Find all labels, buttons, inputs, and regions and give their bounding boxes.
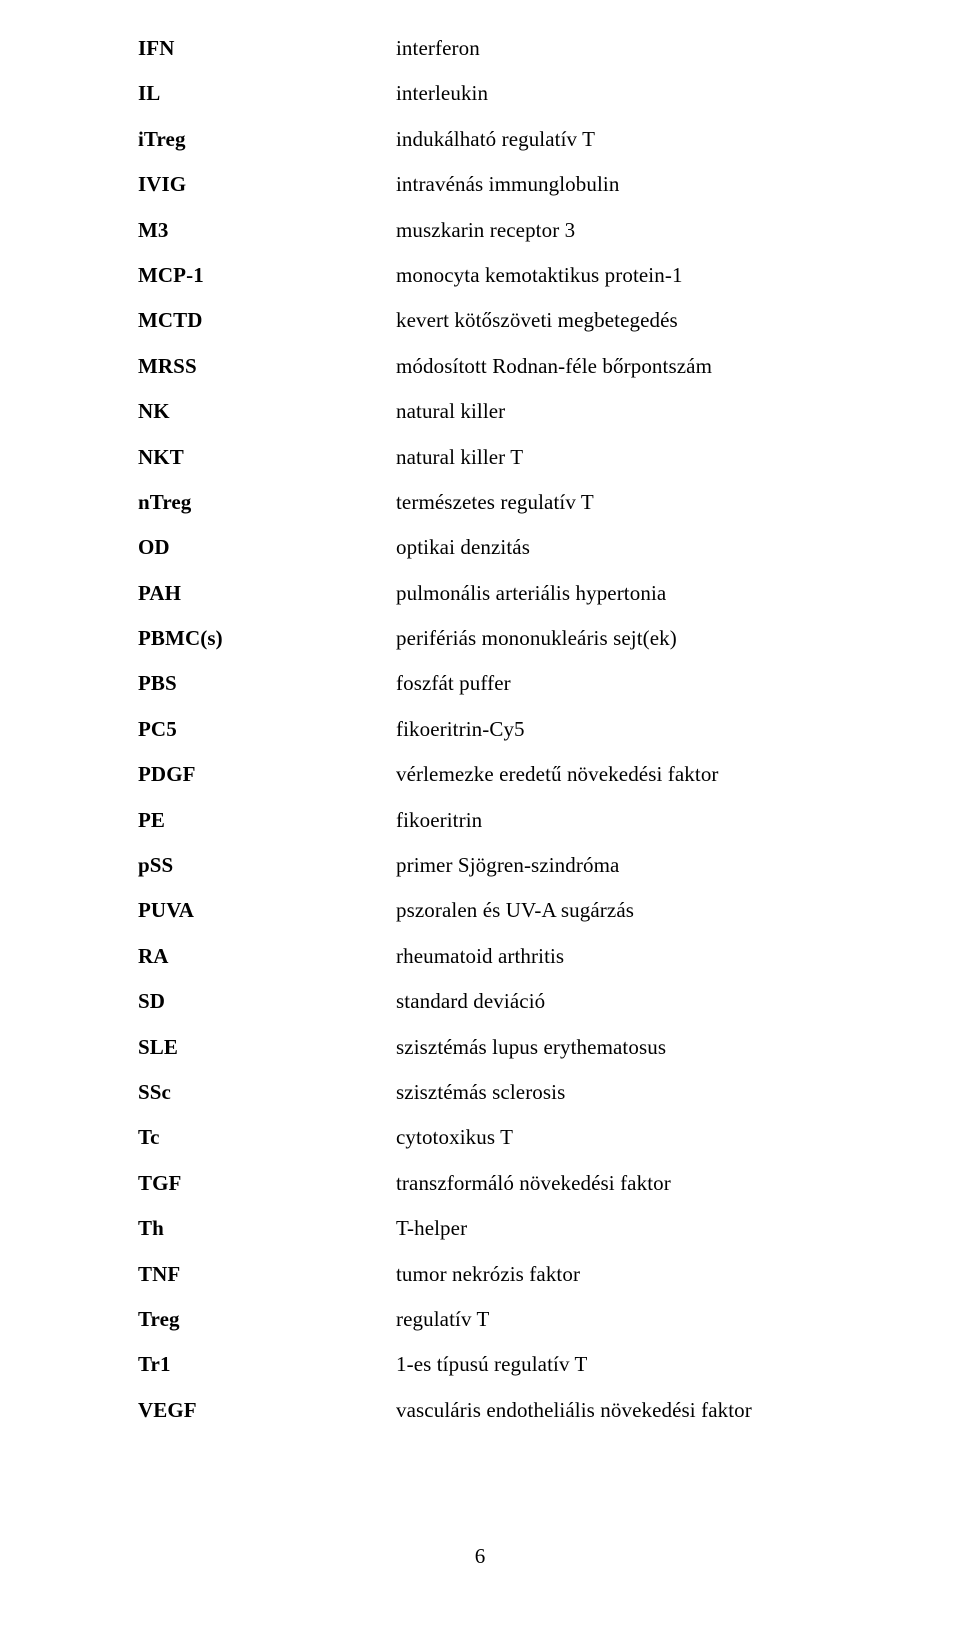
definition: kevert kötőszöveti megbetegedés: [396, 310, 678, 331]
definition: transzformáló növekedési faktor: [396, 1173, 671, 1194]
abbreviation: IVIG: [138, 174, 396, 195]
table-row: PUVApszoralen és UV-A sugárzás: [138, 900, 850, 921]
definition: természetes regulatív T: [396, 492, 594, 513]
definition: natural killer: [396, 401, 505, 422]
abbreviation: SLE: [138, 1037, 396, 1058]
definition: optikai denzitás: [396, 537, 530, 558]
abbreviation: TNF: [138, 1264, 396, 1285]
abbreviation: iTreg: [138, 129, 396, 150]
definition: perifériás mononukleáris sejt(ek): [396, 628, 677, 649]
definition: cytotoxikus T: [396, 1127, 513, 1148]
abbreviation: PE: [138, 810, 396, 831]
definition: vérlemezke eredetű növekedési faktor: [396, 764, 719, 785]
table-row: PEfikoeritrin: [138, 810, 850, 831]
definition: standard deviáció: [396, 991, 545, 1012]
abbreviation: Tr1: [138, 1354, 396, 1375]
definition: 1-es típusú regulatív T: [396, 1354, 587, 1375]
table-row: ODoptikai denzitás: [138, 537, 850, 558]
abbreviation: NK: [138, 401, 396, 422]
table-row: RArheumatoid arthritis: [138, 946, 850, 967]
abbreviation: TGF: [138, 1173, 396, 1194]
abbreviation: NKT: [138, 447, 396, 468]
definition: szisztémás lupus erythematosus: [396, 1037, 666, 1058]
definition: szisztémás sclerosis: [396, 1082, 565, 1103]
abbreviation: Treg: [138, 1309, 396, 1330]
page-number: 6: [0, 1544, 960, 1569]
abbreviation: PBMC(s): [138, 628, 396, 649]
abbreviation: nTreg: [138, 492, 396, 513]
definition: pszoralen és UV-A sugárzás: [396, 900, 634, 921]
abbreviation: SSc: [138, 1082, 396, 1103]
definition: muszkarin receptor 3: [396, 220, 575, 241]
definition: interleukin: [396, 83, 488, 104]
table-row: MRSSmódosított Rodnan-féle bőrpontszám: [138, 356, 850, 377]
table-row: VEGFvasculáris endotheliális növekedési …: [138, 1400, 850, 1421]
abbreviation: PC5: [138, 719, 396, 740]
definition: interferon: [396, 38, 480, 59]
table-row: PAHpulmonális arteriális hypertonia: [138, 583, 850, 604]
table-row: Tccytotoxikus T: [138, 1127, 850, 1148]
abbreviation: IFN: [138, 38, 396, 59]
table-row: PBMC(s)perifériás mononukleáris sejt(ek): [138, 628, 850, 649]
table-row: Tregregulatív T: [138, 1309, 850, 1330]
table-row: MCTDkevert kötőszöveti megbetegedés: [138, 310, 850, 331]
definition: tumor nekrózis faktor: [396, 1264, 580, 1285]
table-row: SScszisztémás sclerosis: [138, 1082, 850, 1103]
table-row: nTregtermészetes regulatív T: [138, 492, 850, 513]
table-row: NKnatural killer: [138, 401, 850, 422]
table-row: M3muszkarin receptor 3: [138, 220, 850, 241]
abbreviation: Tc: [138, 1127, 396, 1148]
definition: indukálható regulatív T: [396, 129, 595, 150]
table-row: TNFtumor nekrózis faktor: [138, 1264, 850, 1285]
definition: foszfát puffer: [396, 673, 511, 694]
definition: rheumatoid arthritis: [396, 946, 564, 967]
abbreviation: SD: [138, 991, 396, 1012]
table-row: ThT-helper: [138, 1218, 850, 1239]
abbreviation: pSS: [138, 855, 396, 876]
table-row: SLEszisztémás lupus erythematosus: [138, 1037, 850, 1058]
abbreviation: PBS: [138, 673, 396, 694]
definition: vasculáris endotheliális növekedési fakt…: [396, 1400, 752, 1421]
abbreviation: VEGF: [138, 1400, 396, 1421]
definition: fikoeritrin-Cy5: [396, 719, 525, 740]
table-row: NKTnatural killer T: [138, 447, 850, 468]
abbreviation: Th: [138, 1218, 396, 1239]
abbreviation: MRSS: [138, 356, 396, 377]
definition: intravénás immunglobulin: [396, 174, 619, 195]
definition: monocyta kemotaktikus protein-1: [396, 265, 683, 286]
abbreviation: OD: [138, 537, 396, 558]
table-row: pSSprimer Sjögren-szindróma: [138, 855, 850, 876]
table-row: ILinterleukin: [138, 83, 850, 104]
table-row: PDGFvérlemezke eredetű növekedési faktor: [138, 764, 850, 785]
abbreviation: MCP-1: [138, 265, 396, 286]
definition: fikoeritrin: [396, 810, 482, 831]
abbreviation-list: IFNinterferon ILinterleukin iTregindukálha…: [0, 0, 960, 1421]
table-row: SDstandard deviáció: [138, 991, 850, 1012]
definition: regulatív T: [396, 1309, 489, 1330]
abbreviation: M3: [138, 220, 396, 241]
definition: T-helper: [396, 1218, 467, 1239]
table-row: iTregindukálható regulatív T: [138, 129, 850, 150]
abbreviation: MCTD: [138, 310, 396, 331]
definition: natural killer T: [396, 447, 523, 468]
table-row: IVIGintravénás immunglobulin: [138, 174, 850, 195]
abbreviation: PDGF: [138, 764, 396, 785]
definition: módosított Rodnan-féle bőrpontszám: [396, 356, 712, 377]
table-row: PBSfoszfát puffer: [138, 673, 850, 694]
table-row: IFNinterferon: [138, 38, 850, 59]
abbreviation: IL: [138, 83, 396, 104]
table-row: PC5fikoeritrin-Cy5: [138, 719, 850, 740]
definition: primer Sjögren-szindróma: [396, 855, 619, 876]
abbreviation: PUVA: [138, 900, 396, 921]
abbreviation: PAH: [138, 583, 396, 604]
table-row: MCP-1monocyta kemotaktikus protein-1: [138, 265, 850, 286]
table-row: TGFtranszformáló növekedési faktor: [138, 1173, 850, 1194]
abbreviation: RA: [138, 946, 396, 967]
table-row: Tr11-es típusú regulatív T: [138, 1354, 850, 1375]
definition: pulmonális arteriális hypertonia: [396, 583, 666, 604]
